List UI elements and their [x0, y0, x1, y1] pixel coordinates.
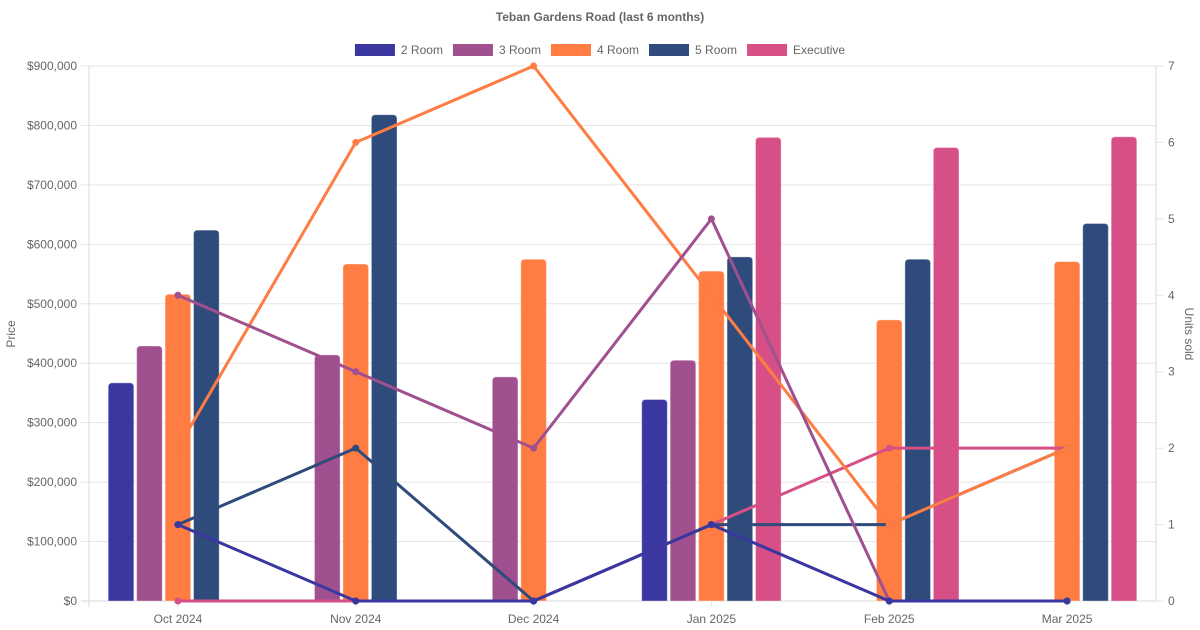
y-tick-label: $300,000: [27, 416, 77, 430]
bar-executive[interactable]: [932, 146, 960, 602]
point-4-room[interactable]: [1063, 444, 1071, 452]
y-axis-right: 0 1 2 3 4 5 6 7: [1156, 59, 1175, 608]
bar-2-room[interactable]: [641, 398, 668, 602]
x-axis: Oct 2024 Nov 2024 Dec 2024 Jan 2025 Feb 2025…: [154, 601, 1093, 626]
bar-4-room[interactable]: [1053, 261, 1081, 602]
legend-swatch: [747, 44, 788, 56]
legend-label: 5 Room: [695, 43, 737, 57]
point-4-room[interactable]: [352, 138, 360, 146]
bar-3-room[interactable]: [313, 354, 341, 602]
line-2-room: [177, 523, 1068, 603]
legend-item-3-room[interactable]: 3 Room: [452, 43, 541, 57]
point-4-room[interactable]: [530, 62, 538, 70]
y-tick-label: $700,000: [27, 178, 77, 192]
x-tick-label: Oct 2024: [154, 612, 203, 626]
y2-axis-label: Units sold: [1182, 308, 1196, 361]
point-2-room[interactable]: [530, 597, 538, 605]
chart-title: Teban Gardens Road (last 6 months): [496, 10, 704, 24]
point-4-room[interactable]: [885, 521, 893, 529]
y-tick-label: $900,000: [27, 59, 77, 73]
bars: [107, 114, 1138, 602]
y-axis-label: Price: [4, 320, 18, 348]
y-tick-label: $500,000: [27, 297, 77, 311]
bar-5-room[interactable]: [1082, 223, 1109, 602]
y2-tick-label: 4: [1168, 288, 1175, 302]
y-tick-label: $400,000: [27, 356, 77, 370]
point-5-room[interactable]: [352, 444, 360, 452]
legend-label: Executive: [793, 43, 845, 57]
point-3-room[interactable]: [352, 368, 360, 376]
point-2-room[interactable]: [707, 521, 715, 529]
x-tick-label: Mar 2025: [1042, 612, 1093, 626]
bar-4-room[interactable]: [342, 263, 370, 602]
legend-swatch: [452, 44, 493, 56]
y2-tick-label: 0: [1168, 594, 1175, 608]
point-4-room[interactable]: [174, 444, 182, 452]
legend-item-executive[interactable]: Executive: [747, 43, 845, 57]
legend: 2 Room 3 Room 4 Room 5 Room Executive: [354, 43, 845, 57]
x-tick-label: Feb 2025: [864, 612, 915, 626]
x-tick-label: Jan 2025: [687, 612, 737, 626]
y2-tick-label: 2: [1168, 441, 1175, 455]
bar-3-room[interactable]: [136, 345, 163, 602]
bar-executive[interactable]: [1110, 136, 1138, 602]
lines: [174, 62, 1071, 605]
y2-tick-label: 1: [1168, 518, 1175, 532]
point-3-room[interactable]: [530, 444, 538, 452]
y2-tick-label: 5: [1168, 212, 1175, 226]
legend-swatch: [354, 44, 395, 56]
y-tick-label: $0: [64, 594, 78, 608]
point-2-room[interactable]: [1063, 597, 1071, 605]
legend-item-2-room[interactable]: 2 Room: [354, 43, 443, 57]
point-executive[interactable]: [174, 597, 182, 605]
point-3-room[interactable]: [174, 291, 182, 299]
legend-swatch: [550, 44, 591, 56]
bar-2-room[interactable]: [107, 382, 135, 602]
x-tick-label: Dec 2024: [508, 612, 560, 626]
bar-4-room[interactable]: [698, 270, 725, 602]
point-executive[interactable]: [885, 444, 893, 452]
x-tick-label: Nov 2024: [330, 612, 382, 626]
bar-3-room[interactable]: [669, 359, 697, 602]
bar-4-room[interactable]: [520, 258, 547, 602]
point-2-room[interactable]: [352, 597, 360, 605]
legend-label: 2 Room: [401, 43, 443, 57]
point-3-room[interactable]: [707, 215, 715, 223]
point-4-room[interactable]: [707, 291, 715, 299]
y2-tick-label: 6: [1168, 135, 1175, 149]
legend-item-5-room[interactable]: 5 Room: [649, 43, 737, 57]
legend-swatch: [649, 44, 690, 56]
point-2-room[interactable]: [174, 521, 182, 529]
y-tick-label: $800,000: [27, 118, 77, 132]
line-4-room: [176, 64, 1068, 527]
legend-label: 4 Room: [597, 43, 639, 57]
y-tick-label: $200,000: [27, 475, 77, 489]
bar-5-room[interactable]: [726, 256, 754, 602]
legend-label: 3 Room: [499, 43, 541, 57]
y2-tick-label: 3: [1168, 365, 1175, 379]
bar-5-room[interactable]: [904, 258, 932, 602]
y2-tick-label: 7: [1168, 59, 1175, 73]
point-2-room[interactable]: [885, 597, 893, 605]
bar-4-room[interactable]: [875, 319, 903, 602]
y-tick-label: $600,000: [27, 237, 77, 251]
y-tick-label: $100,000: [27, 535, 77, 549]
legend-item-4-room[interactable]: 4 Room: [550, 43, 639, 57]
y-axis-left: $0 $100,000 $200,000 $300,000 $400,000 $500,0…: [27, 59, 77, 608]
bar-5-room[interactable]: [370, 114, 398, 602]
